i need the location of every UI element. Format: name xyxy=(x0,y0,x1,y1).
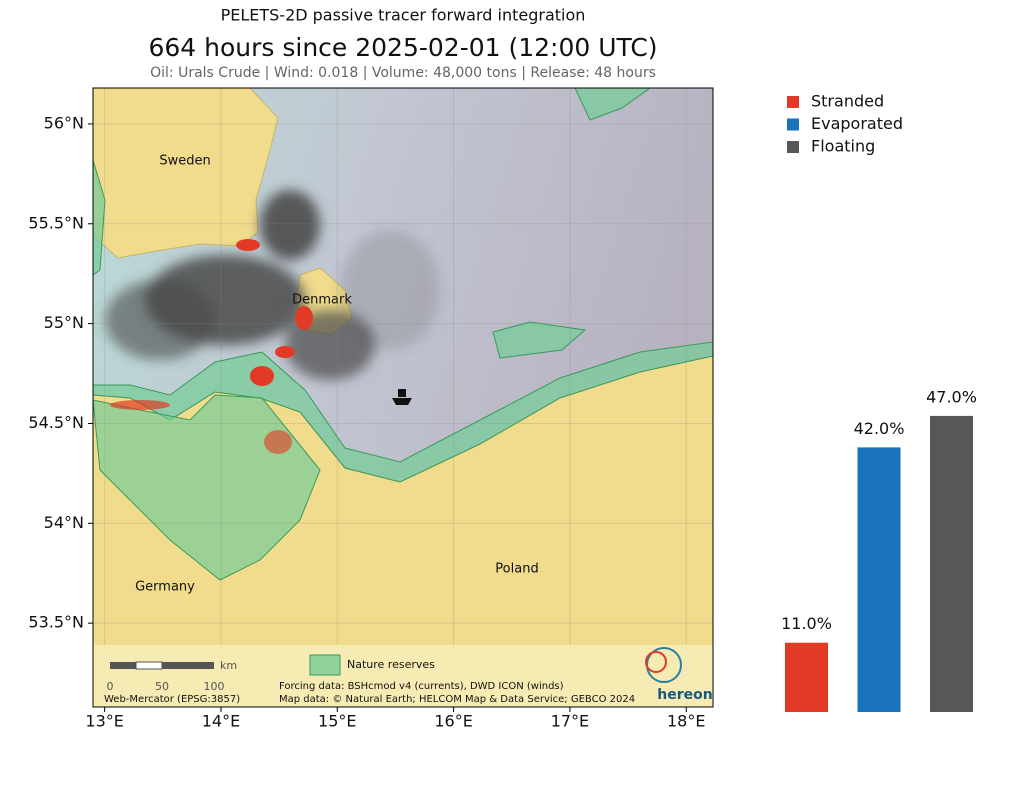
legend-swatch xyxy=(787,96,799,108)
legend-label: Floating xyxy=(811,137,875,156)
scale-label: 0 xyxy=(107,680,114,693)
y-tick-label: 55°N xyxy=(44,313,84,332)
y-tick-label: 54.5°N xyxy=(28,413,84,432)
legend-swatch xyxy=(309,654,341,676)
bar-chart: 11.0% Stranded 42.0% Evaporated 47.0% Floatin… xyxy=(781,92,977,712)
value-label: 42.0% xyxy=(854,419,905,438)
y-tick-label: 53.5°N xyxy=(28,613,84,632)
ship-icon xyxy=(392,389,412,405)
value-label: 47.0% xyxy=(926,387,977,406)
scale-label: 100 xyxy=(204,680,225,693)
map: Sweden Denmark Germany Poland km 0 50 10… xyxy=(93,88,713,707)
grid xyxy=(93,88,713,707)
x-tick-label: 18°E xyxy=(667,712,705,731)
map-axes: 13°E 14°E 15°E 16°E 17°E 18°E 53.5°N 54°N 54.5°N… xyxy=(28,113,705,730)
subtitle: Oil: Urals Crude | Wind: 0.018 | Volume:… xyxy=(150,65,656,81)
y-tick-label: 54°N xyxy=(44,513,84,532)
reserve-west xyxy=(93,159,106,276)
bar xyxy=(930,415,973,712)
x-tick-label: 14°E xyxy=(202,712,240,731)
forcing-note: Forcing data: BSHcmod v4 (currents), DWD… xyxy=(279,681,564,692)
reserve-bank xyxy=(492,321,587,359)
x-tick-label: 13°E xyxy=(85,712,123,731)
place-label: Poland xyxy=(495,562,538,577)
x-tick-label: 16°E xyxy=(434,712,472,731)
bar xyxy=(857,447,901,712)
place-label: Germany xyxy=(135,580,195,595)
reserve-bay xyxy=(93,394,321,581)
legend-label: Nature reserves xyxy=(347,658,435,671)
logo: hereon xyxy=(657,687,712,703)
legend-swatch xyxy=(787,141,799,153)
title: PELETS-2D passive tracer forward integra… xyxy=(221,6,586,25)
bar xyxy=(785,642,828,712)
projection: Web-Mercator (EPSG:3857) xyxy=(104,694,240,705)
land-sweden xyxy=(93,88,279,259)
footer-box xyxy=(93,645,713,707)
scale-bar xyxy=(162,662,214,669)
legend-label: Stranded xyxy=(811,92,884,111)
y-tick-label: 55.5°N xyxy=(28,213,84,232)
legend-label: Evaporated xyxy=(811,114,903,133)
scale-bar xyxy=(110,662,136,669)
x-tick-label: 15°E xyxy=(318,712,356,731)
value-label: 11.0% xyxy=(781,614,832,633)
legend-swatch xyxy=(787,118,799,131)
scale-bar xyxy=(135,661,163,670)
x-tick-label: 17°E xyxy=(551,712,589,731)
scale-unit: km xyxy=(220,659,237,672)
scale-label: 50 xyxy=(155,680,169,693)
place-label: Sweden xyxy=(159,154,210,169)
heading: 664 hours since 2025-02-01 (12:00 UTC) xyxy=(148,33,657,62)
y-tick-label: 56°N xyxy=(44,113,84,132)
map-frame xyxy=(92,87,714,708)
logo-mark xyxy=(645,651,667,673)
stranded-patches xyxy=(110,239,313,454)
map-data-note: Map data: © Natural Earth; HELCOM Map & … xyxy=(279,694,635,705)
reserve-north xyxy=(574,88,651,121)
place-label: Denmark xyxy=(292,293,352,308)
